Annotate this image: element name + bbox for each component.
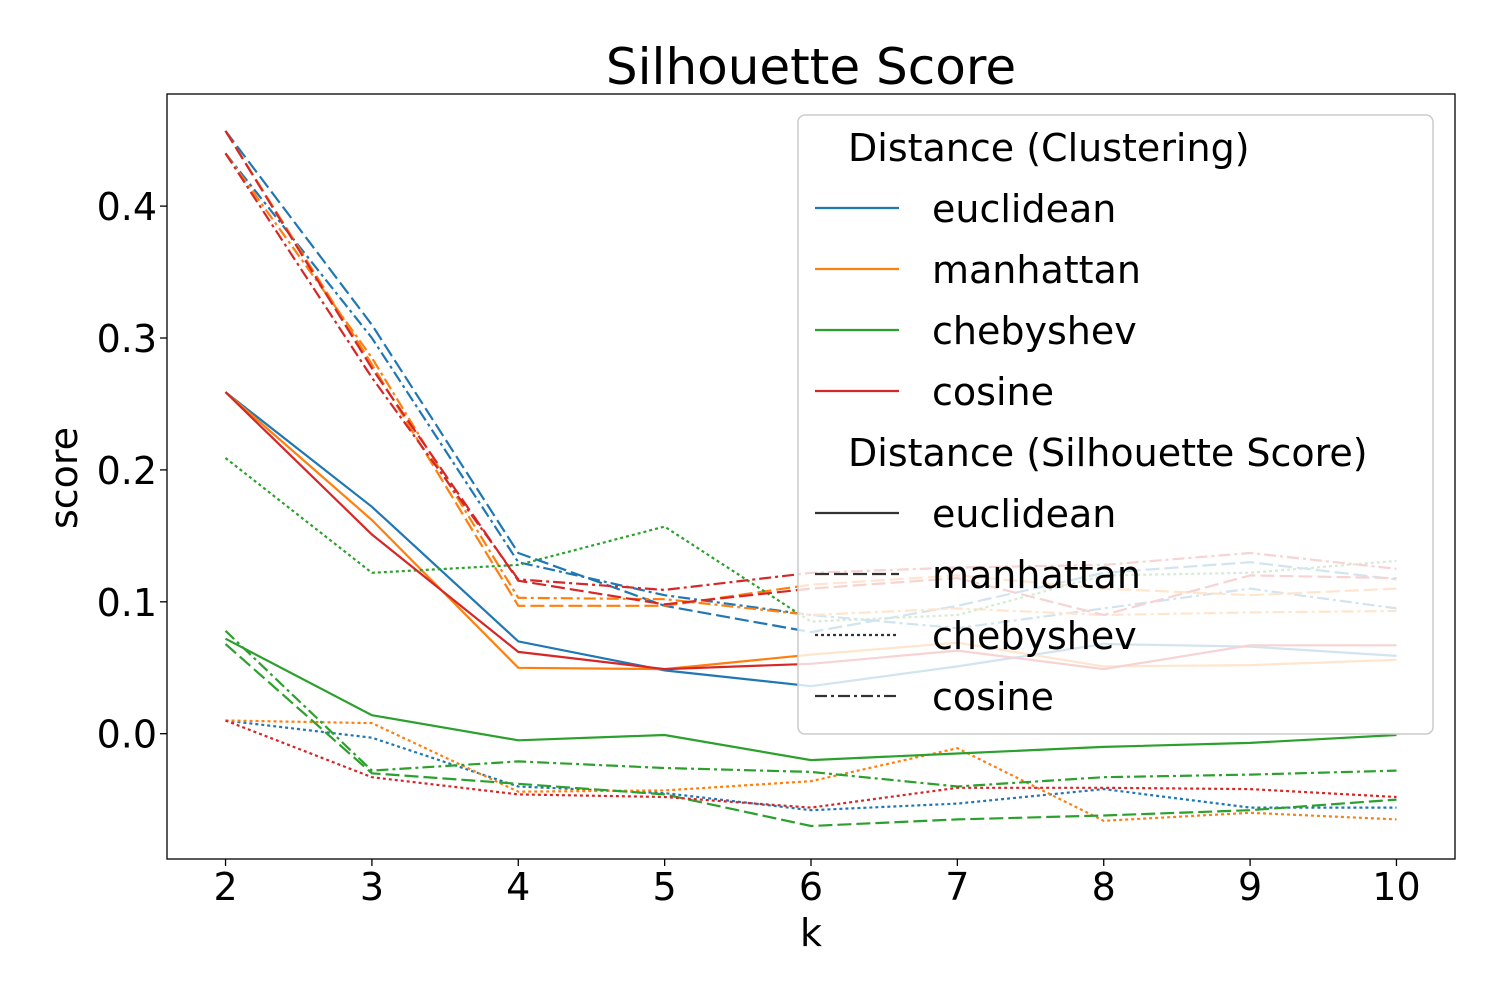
x-tick-label: 3 bbox=[360, 865, 384, 909]
y-tick-label: 0.2 bbox=[97, 449, 157, 493]
x-tick-label: 9 bbox=[1238, 865, 1262, 909]
y-axis-label: score bbox=[42, 427, 86, 529]
legend-group1-title: Distance (Clustering) bbox=[848, 126, 1250, 170]
y-tick-label: 0.4 bbox=[97, 185, 157, 229]
legend: Distance (Clustering) euclidean manhattan… bbox=[797, 114, 1434, 735]
series-line-euclidean-chebyshev bbox=[225, 719, 1397, 812]
y-tick-label: 0.0 bbox=[97, 713, 157, 757]
series-line-euclidean-cosine bbox=[224, 152, 1397, 630]
y-axis: 0.0 0.1 0.2 0.3 0.4 bbox=[97, 185, 167, 757]
x-tick-label: 7 bbox=[945, 865, 969, 909]
x-tick-label: 2 bbox=[213, 865, 237, 909]
legend-label-metric-chebyshev: chebyshev bbox=[932, 614, 1137, 658]
legend-label-chebyshev: chebyshev bbox=[932, 309, 1137, 353]
y-tick-label: 0.3 bbox=[97, 317, 157, 361]
series-line-cosine-manhattan bbox=[224, 130, 1397, 617]
series-line-cosine-chebyshev bbox=[225, 719, 1397, 809]
series-line-chebyshev-manhattan bbox=[224, 643, 1397, 828]
legend-label-manhattan: manhattan bbox=[932, 248, 1141, 292]
x-tick-label: 4 bbox=[506, 865, 530, 909]
chart-title: Silhouette Score bbox=[606, 38, 1016, 96]
legend-label-euclidean: euclidean bbox=[932, 187, 1116, 231]
series-line-manhattan-chebyshev bbox=[225, 719, 1397, 822]
x-tick-label: 10 bbox=[1372, 865, 1420, 909]
legend-group2: euclidean manhattan chebyshev cosine bbox=[815, 492, 1141, 719]
legend-box bbox=[797, 114, 1434, 735]
legend-label-metric-euclidean: euclidean bbox=[932, 492, 1116, 536]
x-tick-label: 6 bbox=[799, 865, 823, 909]
legend-label-metric-manhattan: manhattan bbox=[932, 553, 1141, 597]
y-tick-label: 0.1 bbox=[97, 581, 157, 625]
x-axis: 2 3 4 5 6 7 8 9 10 bbox=[213, 859, 1421, 909]
x-tick-label: 8 bbox=[1092, 865, 1116, 909]
legend-group1: euclidean manhattan chebyshev cosine bbox=[815, 187, 1141, 414]
x-tick-label: 5 bbox=[653, 865, 677, 909]
legend-label-metric-cosine: cosine bbox=[932, 675, 1054, 719]
legend-label-cosine: cosine bbox=[932, 370, 1054, 414]
legend-group2-title: Distance (Silhouette Score) bbox=[848, 431, 1368, 475]
series-line-chebyshev-euclidean bbox=[224, 637, 1397, 762]
series-line-chebyshev-chebyshev bbox=[224, 457, 1397, 623]
x-axis-label: k bbox=[800, 911, 822, 955]
